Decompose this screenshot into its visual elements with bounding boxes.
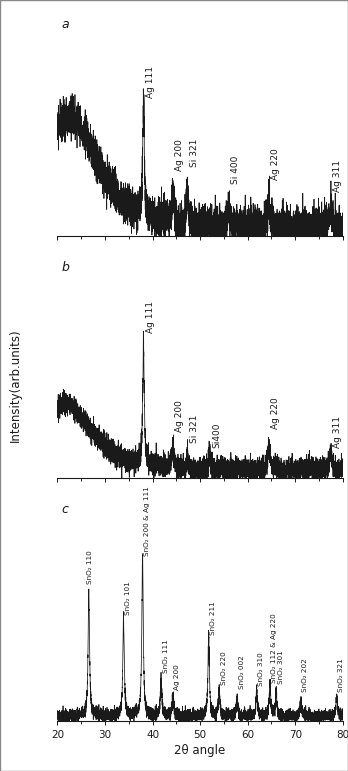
Text: Ag 220: Ag 220 bbox=[271, 149, 280, 180]
Text: Ag 200: Ag 200 bbox=[174, 665, 180, 690]
Text: Si400: Si400 bbox=[212, 423, 221, 448]
Text: Ag 200: Ag 200 bbox=[175, 400, 184, 433]
Text: SnO₂ 301: SnO₂ 301 bbox=[278, 651, 284, 685]
Text: Ag 311: Ag 311 bbox=[333, 160, 342, 193]
Text: Si 321: Si 321 bbox=[190, 415, 199, 443]
Text: Si 400: Si 400 bbox=[231, 156, 240, 183]
Text: a: a bbox=[62, 19, 69, 32]
Text: SnO₂ 200 & Ag 111: SnO₂ 200 & Ag 111 bbox=[144, 486, 150, 556]
Text: SnO₂ 110: SnO₂ 110 bbox=[87, 550, 93, 584]
Text: Ag 220: Ag 220 bbox=[271, 398, 280, 429]
Text: SnO₂ 111: SnO₂ 111 bbox=[163, 639, 168, 673]
Text: SnO₂ 310: SnO₂ 310 bbox=[258, 652, 264, 686]
Text: Ag 311: Ag 311 bbox=[333, 416, 342, 447]
Text: SnO₂ 002: SnO₂ 002 bbox=[239, 655, 245, 689]
Text: Ag 111: Ag 111 bbox=[146, 66, 155, 98]
Text: SnO₂ 202: SnO₂ 202 bbox=[302, 658, 308, 692]
Text: SnO₂ 321: SnO₂ 321 bbox=[338, 658, 344, 692]
Text: Si 321: Si 321 bbox=[190, 139, 199, 167]
Text: SnO₂ 220: SnO₂ 220 bbox=[221, 651, 227, 685]
Text: SnO₂ 101: SnO₂ 101 bbox=[125, 581, 131, 615]
X-axis label: 2θ angle: 2θ angle bbox=[174, 744, 226, 757]
Text: Intensity(arb.units): Intensity(arb.units) bbox=[9, 328, 22, 443]
Text: Ag 200: Ag 200 bbox=[175, 140, 184, 171]
Text: c: c bbox=[62, 503, 69, 516]
Text: Ag 111: Ag 111 bbox=[146, 301, 155, 333]
Text: SnO₂ 112 & Ag 220: SnO₂ 112 & Ag 220 bbox=[271, 613, 277, 682]
Text: SnO₂ 211: SnO₂ 211 bbox=[210, 601, 216, 635]
Text: b: b bbox=[62, 261, 70, 274]
